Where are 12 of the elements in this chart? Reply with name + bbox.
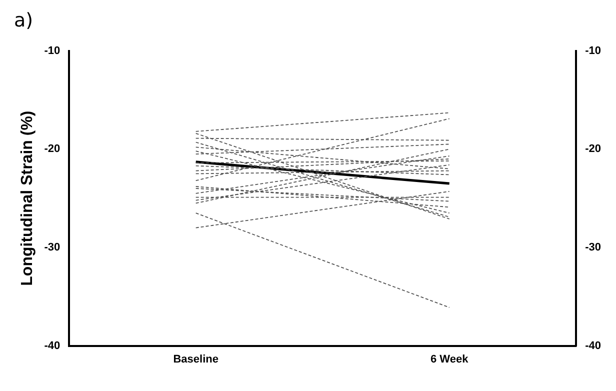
y2-tick-label: -20 xyxy=(585,143,602,156)
y2-tick-label: -10 xyxy=(585,44,602,57)
y-axis-title: Longitudinal Strain (%) xyxy=(19,110,36,286)
x-tick-label: 6 Week xyxy=(430,353,470,366)
y-tick-label: -20 xyxy=(44,143,60,156)
y2-tick-label: -30 xyxy=(585,242,602,254)
y-tick-label: -30 xyxy=(44,242,60,254)
y-tick-label: -40 xyxy=(44,340,60,352)
chart-title: a) xyxy=(14,9,34,32)
y2-tick-label: -40 xyxy=(585,340,602,352)
y-tick-label: -10 xyxy=(44,44,60,57)
x-tick-label: Baseline xyxy=(173,353,218,366)
